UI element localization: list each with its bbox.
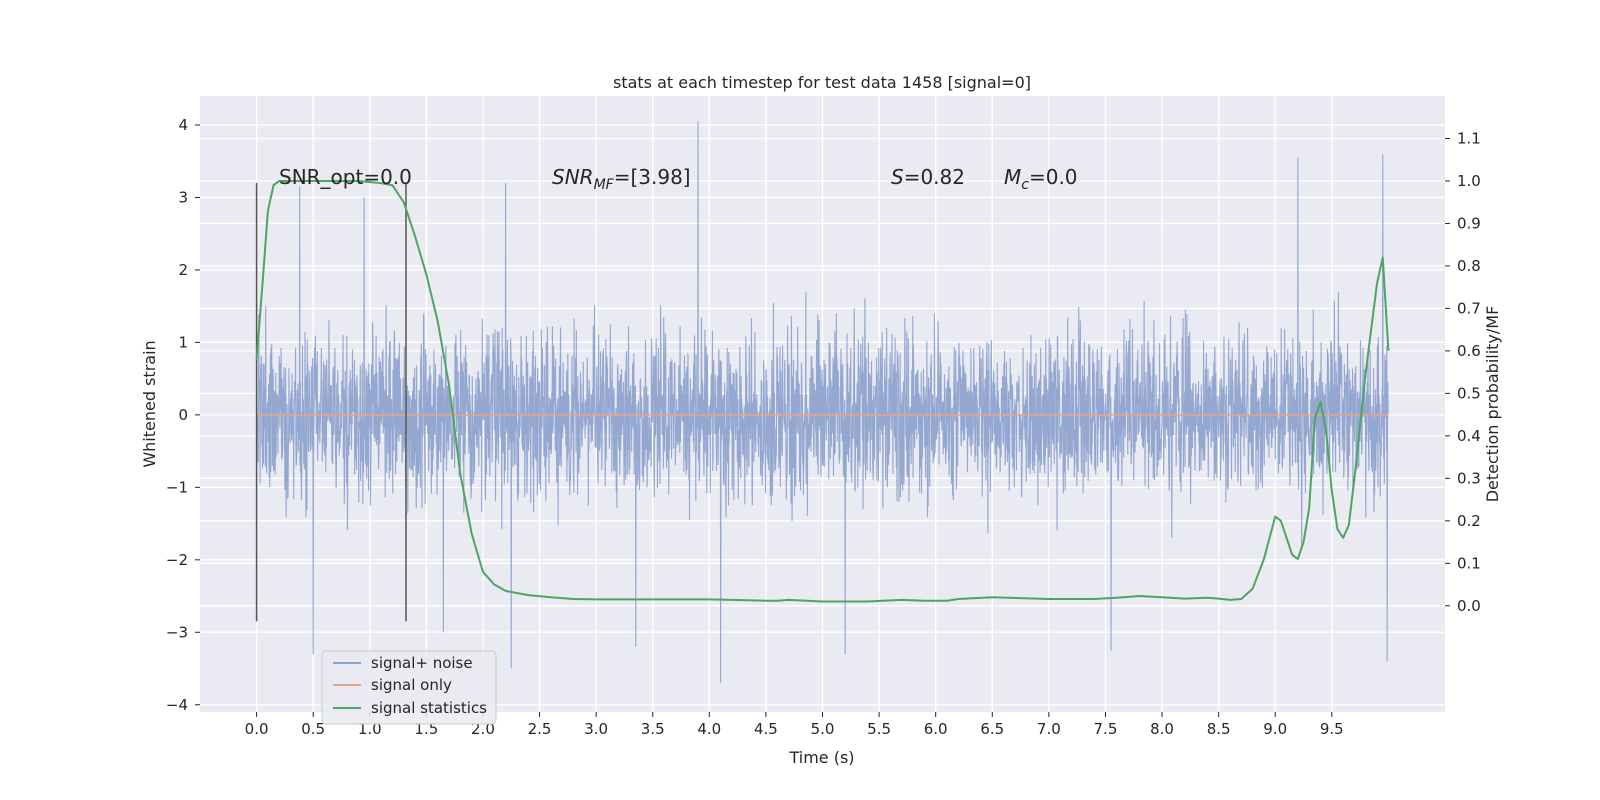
y-tick-label: −4 xyxy=(166,696,188,714)
x-tick-label: 5.0 xyxy=(811,720,835,738)
annotation-s-value: =0.82 xyxy=(904,165,965,189)
y-tick-label: 2 xyxy=(178,261,188,279)
annotation-mc-value: =0.0 xyxy=(1029,165,1078,189)
y2-tick-label: 0.9 xyxy=(1457,214,1481,232)
x-tick-label: 4.5 xyxy=(754,720,778,738)
x-tick-label: 9.5 xyxy=(1320,720,1344,738)
x-tick-label: 0.0 xyxy=(245,720,269,738)
annotation-snr-opt: SNR_opt=0.0 xyxy=(279,165,412,189)
y-tick-label: −3 xyxy=(166,623,188,641)
x-tick-label: 4.0 xyxy=(697,720,721,738)
series-signal-noise-line xyxy=(256,121,1389,684)
y-tick-label: −1 xyxy=(166,478,188,496)
x-tick-label: 7.5 xyxy=(1094,720,1118,738)
legend-label-signal-only: signal only xyxy=(371,676,452,694)
y2-tick-label: 0.3 xyxy=(1457,469,1481,487)
x-tick-label: 0.5 xyxy=(301,720,325,738)
x-tick-label: 6.5 xyxy=(980,720,1004,738)
legend-label-signal-statistics: signal statistics xyxy=(371,699,487,717)
y-tick-label: 0 xyxy=(178,406,188,424)
annotation-s: S=0.82 xyxy=(891,165,965,189)
chart-title: stats at each timestep for test data 145… xyxy=(613,73,1031,92)
x-tick-label: 9.0 xyxy=(1263,720,1287,738)
y-axis-label: Whitened strain xyxy=(140,340,159,467)
annotation-snr-mf: SNRMF=[3.98] xyxy=(552,165,691,193)
annotation-snr-mf-sub: MF xyxy=(594,177,615,193)
vline-group xyxy=(255,179,1390,622)
y-tick-label: 3 xyxy=(178,188,188,206)
y2-axis-label: Detection probability/MF xyxy=(1483,306,1502,503)
y2-tick-label: 0.4 xyxy=(1457,427,1481,445)
y-tick-label: 4 xyxy=(178,116,188,134)
y2-tick-label: 1.1 xyxy=(1457,129,1481,147)
legend-box xyxy=(321,650,497,725)
legend-label-signal-noise: signal+ noise xyxy=(371,654,473,672)
x-tick-label: 6.0 xyxy=(924,720,948,738)
annotation-mc-var: M xyxy=(1004,165,1021,189)
series-signal-statistics-line xyxy=(255,179,1390,603)
legend: signal+ noise signal only signal statist… xyxy=(321,650,497,725)
annotation-s-var: S xyxy=(891,165,904,189)
x-tick-label: 3.5 xyxy=(641,720,665,738)
annotation-mc: Mc=0.0 xyxy=(1004,165,1078,193)
y2-tick-label: 1.0 xyxy=(1457,172,1481,190)
x-tick-label: 7.0 xyxy=(1037,720,1061,738)
x-tick-label: 5.5 xyxy=(867,720,891,738)
y-tick-label: 1 xyxy=(178,333,188,351)
y2-tick-label: 0.2 xyxy=(1457,512,1481,530)
y2-tick-label: 0.6 xyxy=(1457,342,1481,360)
tick-group: 0.0 0.5 1.0 1.5 2.0 2.5 3.0 3.5 4.0 4.5 5.0 5.5 6.0 6… xyxy=(166,116,1481,738)
annotation-snr-mf-value: =[3.98] xyxy=(614,165,691,189)
x-tick-label: 8.0 xyxy=(1150,720,1174,738)
x-tick-label: 8.5 xyxy=(1207,720,1231,738)
series-group xyxy=(256,121,1389,684)
y2-tick-label: 0.5 xyxy=(1457,384,1481,402)
y2-tick-label: 0.1 xyxy=(1457,554,1481,572)
y2-tick-label: 0.8 xyxy=(1457,257,1481,275)
y2-tick-label: 0.0 xyxy=(1457,597,1481,615)
x-axis-label: Time (s) xyxy=(788,748,854,767)
y2-tick-label: 0.7 xyxy=(1457,299,1481,317)
y-tick-label: −2 xyxy=(166,551,188,569)
annotation-snr-mf-var: SNR xyxy=(552,165,594,189)
annotation-mc-sub: c xyxy=(1021,177,1029,193)
x-tick-label: 3.0 xyxy=(584,720,608,738)
x-tick-label: 2.5 xyxy=(528,720,552,738)
